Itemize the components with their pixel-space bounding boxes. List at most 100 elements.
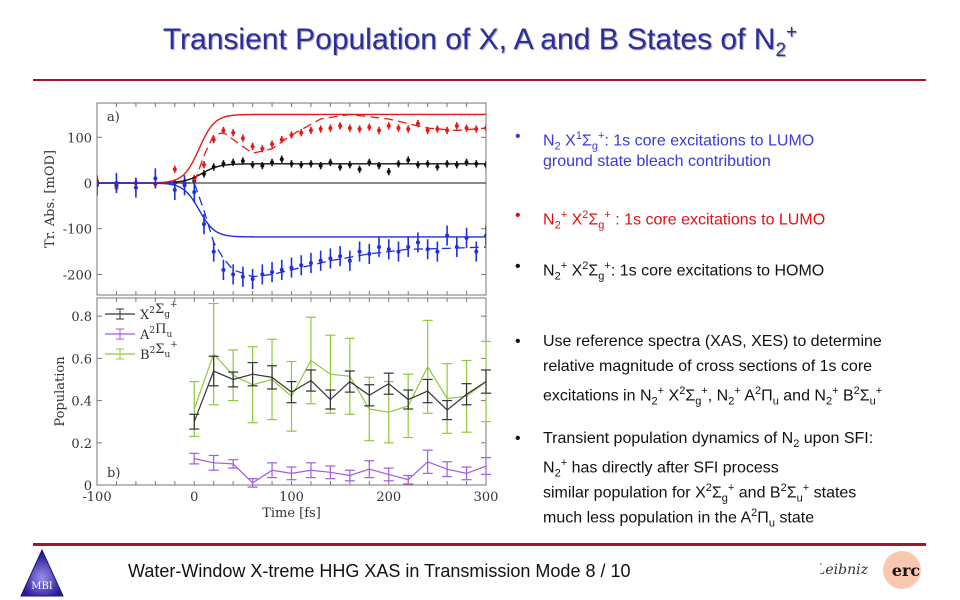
bullet-text-segment: 2 — [853, 385, 860, 397]
bullet-line: excitations in N2+ X2Σg+, N2+ A2Πu and N… — [543, 379, 882, 415]
data-point — [435, 249, 440, 254]
footer-divider — [33, 543, 926, 546]
panel-a-plot — [97, 113, 486, 290]
bullet-text-segment: + — [701, 385, 708, 397]
legend-label-part: B — [140, 348, 150, 363]
data-point — [396, 249, 401, 254]
y-tick-label: 0.6 — [71, 352, 92, 367]
bullet-text-segment: u — [772, 395, 779, 408]
bullet-text-segment: + — [560, 457, 568, 469]
bullet-text-segment: 2 — [554, 140, 561, 153]
bullet-text-segment: 2 — [825, 395, 833, 408]
bullet-text-segment: X — [560, 132, 576, 150]
data-point — [133, 185, 138, 190]
model-curve — [97, 113, 486, 184]
bullet-text-segment: 2 — [705, 482, 712, 494]
bullet-text-segment: X — [567, 211, 583, 229]
data-point — [347, 258, 352, 263]
bullet-text-segment: u — [768, 517, 775, 530]
data-point — [415, 121, 420, 126]
data-point — [396, 126, 401, 131]
title-superscript: + — [786, 22, 798, 43]
bullet-text-segment: g — [598, 219, 605, 232]
erc-logo-text: erc — [892, 561, 921, 580]
bullet-line: N2 X1Σg+: 1s core excitations to LUMO — [543, 124, 814, 160]
data-point — [231, 272, 236, 277]
x-axis-label: Time [fs] — [262, 506, 321, 521]
bullet-line: N2+ X2Σg+: 1s core excitations to HOMO — [543, 254, 824, 290]
series-line — [193, 370, 487, 422]
bullet-text-segment: similar population for X — [543, 484, 706, 502]
panel-label-b: b) — [107, 466, 120, 481]
data-point — [240, 136, 245, 141]
data-point — [318, 127, 323, 132]
data-point — [172, 167, 177, 172]
legend-label-part: 2 — [150, 346, 156, 356]
bullet-text-segment: + — [727, 482, 735, 494]
bullet-text-segment: + — [802, 482, 810, 494]
title-divider — [33, 79, 926, 81]
legend-label-part: u — [165, 350, 171, 360]
data-point — [338, 123, 343, 128]
data-point — [328, 256, 333, 261]
bullet-text-segment: 2 — [728, 395, 735, 408]
data-point — [377, 128, 382, 133]
legend-label-part: X — [140, 308, 150, 323]
data-point — [367, 251, 372, 256]
y-axis-label-b: Population — [53, 356, 68, 427]
x-tick-label: 300 — [474, 490, 499, 505]
data-point — [435, 127, 440, 132]
bullet-line: Use reference spectra (XAS, XES) to dete… — [543, 329, 882, 354]
data-point — [425, 128, 430, 133]
bullet-line: relative magnitude of cross sections of … — [543, 354, 872, 379]
legend-label-part: 2 — [149, 326, 155, 336]
bullet-text-segment: + — [875, 385, 883, 397]
y-tick-label: -100 — [63, 223, 92, 238]
x-tick-label: 200 — [376, 490, 401, 505]
bullet-text-segment: state — [774, 509, 815, 527]
x-tick-label: 0 — [190, 490, 198, 505]
legend-label: B2Σu+ — [140, 340, 178, 363]
bullet-text-segment: B — [838, 387, 854, 405]
legend-label-part: + — [170, 340, 178, 350]
data-point — [406, 127, 411, 132]
bullet-text-segment: excitations in N — [543, 387, 652, 405]
bullet-text-segment: + — [604, 209, 611, 221]
bullet-text-segment: + — [597, 130, 605, 142]
bullet-text-segment: Π — [757, 509, 769, 527]
bullet-line: ground state bleach contribution — [543, 149, 771, 174]
data-point — [357, 127, 362, 132]
data-point — [250, 277, 255, 281]
data-point — [221, 128, 226, 133]
data-point — [211, 249, 216, 254]
series-line — [194, 458, 487, 484]
bullet-text-segment: u — [869, 395, 876, 408]
bullet-text-segment: 2 — [582, 209, 589, 221]
bullet-text-segment: g — [591, 140, 598, 153]
bullet-text-segment: has directly after SFI process — [567, 459, 779, 477]
bullet-text-segment: g — [721, 492, 728, 505]
bullet-text-segment: Σ — [588, 211, 599, 229]
bullet-text-segment: and B — [734, 484, 781, 502]
bullet-text-segment: N — [543, 132, 555, 150]
data-point — [299, 263, 304, 268]
legend-label-part: u — [166, 330, 172, 340]
legend-label-part: Σ — [155, 302, 164, 317]
bullet-text-segment: 1 — [575, 130, 582, 142]
y-tick-label: 100 — [67, 131, 92, 146]
data-point — [270, 142, 275, 147]
legend-label: A2Πu — [139, 322, 172, 343]
legend-label-part: Π — [155, 322, 166, 337]
bullet-text-segment: Use reference spectra (XAS, XES) to dete… — [543, 333, 882, 350]
data-point — [308, 261, 313, 265]
data-point — [221, 267, 226, 272]
data-point — [474, 249, 479, 254]
bullet-text-segment: N — [543, 459, 555, 477]
data-point — [338, 254, 343, 259]
bullet-text-segment: + — [604, 260, 611, 272]
legend-label-part: + — [170, 300, 178, 310]
y-tick-label: 0 — [84, 177, 92, 192]
bullet-text-segment: Σ — [588, 262, 599, 280]
data-point — [377, 163, 382, 168]
